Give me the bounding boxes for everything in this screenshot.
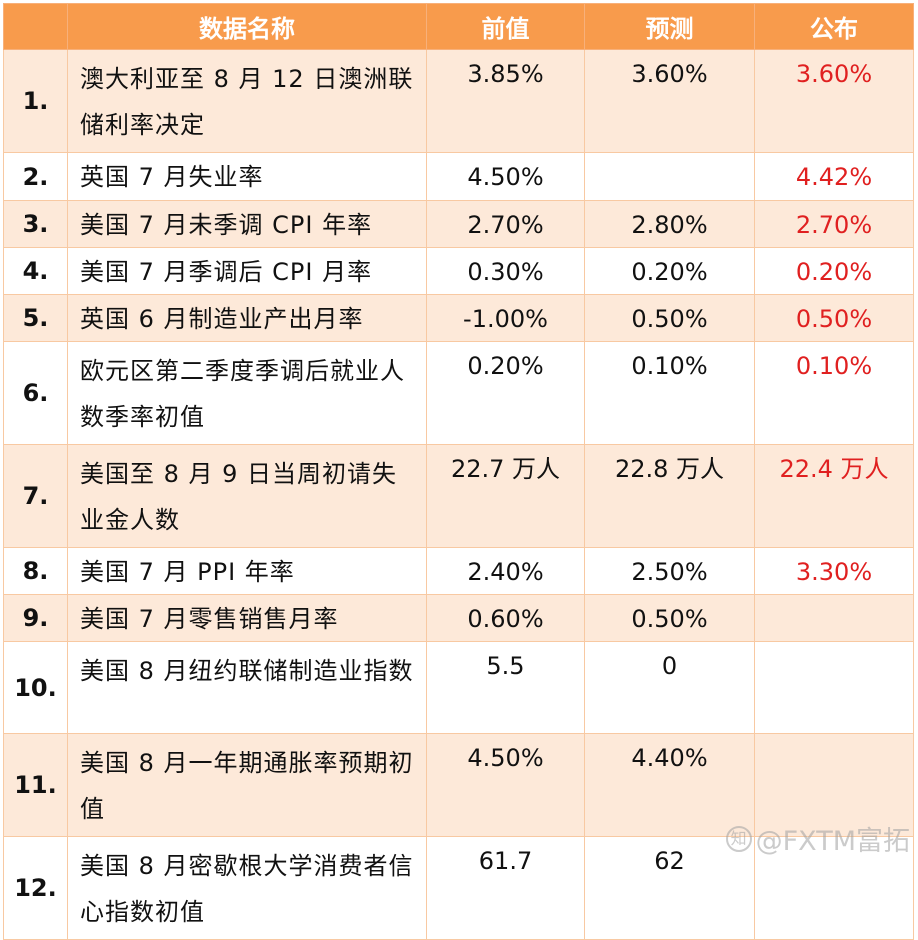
header-forecast: 预测 xyxy=(584,3,755,50)
row-name: 澳大利亚至 8 月 12 日澳洲联储利率决定 xyxy=(67,49,427,153)
table-row: 8. 美国 7 月 PPI 年率 2.40% 2.50% 3.30% xyxy=(3,547,914,595)
row-published: 3.60% xyxy=(754,49,914,153)
row-number: 6. xyxy=(3,341,68,445)
row-published: 4.42% xyxy=(754,152,914,201)
row-number: 2. xyxy=(3,152,68,201)
table-row: 6. 欧元区第二季度季调后就业人数季率初值 0.20% 0.10% 0.10% xyxy=(3,341,914,445)
table-row: 1. 澳大利亚至 8 月 12 日澳洲联储利率决定 3.85% 3.60% 3.… xyxy=(3,49,914,153)
row-name: 欧元区第二季度季调后就业人数季率初值 xyxy=(67,341,427,445)
row-number: 1. xyxy=(3,49,68,153)
row-number: 10. xyxy=(3,641,68,734)
row-prev: 4.50% xyxy=(426,733,585,837)
row-prev: 22.7 万人 xyxy=(426,444,585,548)
row-forecast: 0 xyxy=(584,641,755,734)
row-number: 4. xyxy=(3,247,68,295)
row-forecast: 2.80% xyxy=(584,200,755,248)
row-number: 9. xyxy=(3,594,68,642)
row-prev: 0.60% xyxy=(426,594,585,642)
row-published xyxy=(754,836,914,940)
row-forecast: 2.50% xyxy=(584,547,755,595)
row-forecast: 4.40% xyxy=(584,733,755,837)
table-row: 5. 英国 6 月制造业产出月率 -1.00% 0.50% 0.50% xyxy=(3,294,914,342)
row-name: 美国 7 月 PPI 年率 xyxy=(67,547,427,595)
row-name: 美国 8 月密歇根大学消费者信心指数初值 xyxy=(67,836,427,940)
row-forecast: 22.8 万人 xyxy=(584,444,755,548)
row-forecast: 0.10% xyxy=(584,341,755,445)
row-published xyxy=(754,733,914,837)
row-number: 12. xyxy=(3,836,68,940)
row-published: 0.20% xyxy=(754,247,914,295)
table-row: 4. 美国 7 月季调后 CPI 月率 0.30% 0.20% 0.20% xyxy=(3,247,914,295)
row-published xyxy=(754,594,914,642)
header-number xyxy=(3,3,68,50)
row-published: 0.50% xyxy=(754,294,914,342)
table-row: 7. 美国至 8 月 9 日当周初请失业金人数 22.7 万人 22.8 万人 … xyxy=(3,444,914,548)
header-row: 数据名称 前值 预测 公布 xyxy=(3,3,914,50)
table-row: 11. 美国 8 月一年期通胀率预期初值 4.50% 4.40% xyxy=(3,733,914,837)
row-published: 0.10% xyxy=(754,341,914,445)
economic-data-table: 数据名称 前值 预测 公布 1. 澳大利亚至 8 月 12 日澳洲联储利率决定 … xyxy=(3,3,914,940)
row-forecast: 62 xyxy=(584,836,755,940)
table-row: 2. 英国 7 月失业率 4.50% 4.42% xyxy=(3,152,914,201)
row-prev: 0.20% xyxy=(426,341,585,445)
row-prev: 4.50% xyxy=(426,152,585,201)
row-forecast: 0.50% xyxy=(584,594,755,642)
table-row: 12. 美国 8 月密歇根大学消费者信心指数初值 61.7 62 xyxy=(3,836,914,940)
row-name: 美国 8 月纽约联储制造业指数 xyxy=(67,641,427,734)
row-number: 5. xyxy=(3,294,68,342)
row-published: 22.4 万人 xyxy=(754,444,914,548)
row-number: 8. xyxy=(3,547,68,595)
row-number: 11. xyxy=(3,733,68,837)
row-forecast: 3.60% xyxy=(584,49,755,153)
row-prev: 61.7 xyxy=(426,836,585,940)
row-number: 7. xyxy=(3,444,68,548)
header-published: 公布 xyxy=(754,3,914,50)
row-prev: 0.30% xyxy=(426,247,585,295)
row-prev: 5.5 xyxy=(426,641,585,734)
row-forecast: 0.20% xyxy=(584,247,755,295)
table-row: 10. 美国 8 月纽约联储制造业指数 5.5 0 xyxy=(3,641,914,734)
row-published: 3.30% xyxy=(754,547,914,595)
row-name: 英国 6 月制造业产出月率 xyxy=(67,294,427,342)
table-row: 3. 美国 7 月未季调 CPI 年率 2.70% 2.80% 2.70% xyxy=(3,200,914,248)
row-prev: 3.85% xyxy=(426,49,585,153)
row-published xyxy=(754,641,914,734)
row-name: 美国 7 月零售销售月率 xyxy=(67,594,427,642)
row-name: 美国 8 月一年期通胀率预期初值 xyxy=(67,733,427,837)
row-forecast xyxy=(584,152,755,201)
table-row: 9. 美国 7 月零售销售月率 0.60% 0.50% xyxy=(3,594,914,642)
row-published: 2.70% xyxy=(754,200,914,248)
row-name: 美国 7 月季调后 CPI 月率 xyxy=(67,247,427,295)
row-name: 美国至 8 月 9 日当周初请失业金人数 xyxy=(67,444,427,548)
row-prev: 2.40% xyxy=(426,547,585,595)
row-prev: -1.00% xyxy=(426,294,585,342)
row-number: 3. xyxy=(3,200,68,248)
row-name: 英国 7 月失业率 xyxy=(67,152,427,201)
row-forecast: 0.50% xyxy=(584,294,755,342)
row-name: 美国 7 月未季调 CPI 年率 xyxy=(67,200,427,248)
row-prev: 2.70% xyxy=(426,200,585,248)
header-prev: 前值 xyxy=(426,3,585,50)
header-name: 数据名称 xyxy=(67,3,427,50)
